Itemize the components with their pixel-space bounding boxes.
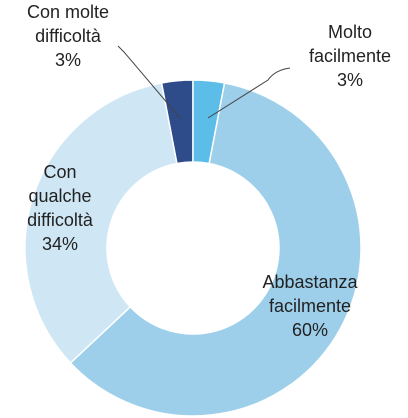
value-label: 3%	[336, 70, 363, 90]
slice-label: Con qualche difficoltà 34%	[13, 160, 108, 256]
slice	[192, 79, 226, 165]
slice-label: Con molte difficoltà 3%	[13, 0, 123, 72]
slice	[69, 82, 362, 417]
value-label: 3%	[54, 50, 81, 70]
leader-line	[117, 45, 181, 119]
category-label: Con qualche difficoltà	[27, 162, 93, 230]
slice-label: Abbastanza facilmente 60%	[243, 270, 378, 342]
value-label: 60%	[291, 320, 329, 340]
value-label: 34%	[41, 234, 79, 254]
category-label: Abbastanza facilmente	[262, 272, 358, 316]
category-label: Molto facilmente	[308, 22, 392, 66]
category-label: Con molte difficoltà	[26, 2, 110, 46]
leader-line	[207, 67, 291, 119]
slice-label: Molto facilmente 3%	[295, 20, 405, 92]
slice	[24, 82, 178, 365]
